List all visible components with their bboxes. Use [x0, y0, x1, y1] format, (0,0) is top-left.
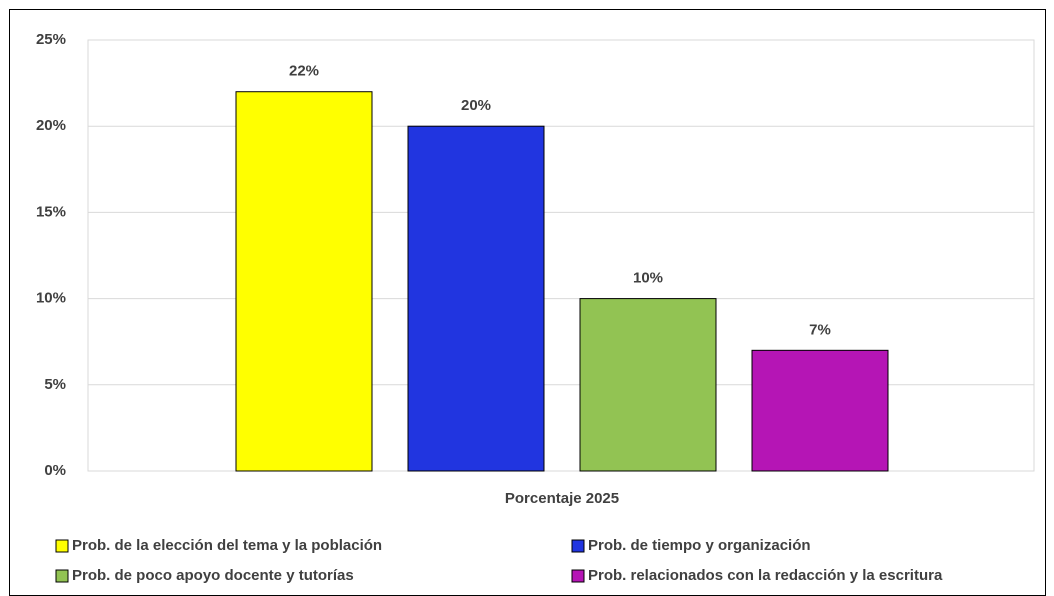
y-tick-label: 5%: [44, 376, 66, 393]
bar: [751, 349, 889, 472]
legend-swatch: [571, 539, 585, 553]
y-tick-label: 25%: [36, 31, 66, 48]
y-tick-label: 0%: [44, 462, 66, 479]
legend-label: Prob. de poco apoyo docente y tutorías: [72, 567, 354, 584]
y-tick-label: 10%: [36, 290, 66, 307]
legend-swatch: [571, 569, 585, 583]
legend-swatch: [55, 569, 69, 583]
data-label: 7%: [809, 321, 831, 338]
legend-label: Prob. de tiempo y organización: [588, 537, 811, 554]
plot-area: [87, 39, 1035, 472]
bar: [579, 298, 717, 472]
x-tick-label: Porcentaje 2025: [505, 490, 619, 507]
data-label: 20%: [461, 97, 491, 114]
y-tick-label: 20%: [36, 117, 66, 134]
y-tick-label: 15%: [36, 203, 66, 220]
data-label: 22%: [289, 63, 319, 80]
data-label: 10%: [633, 270, 663, 287]
legend-swatch: [55, 539, 69, 553]
legend-label: Prob. de la elección del tema y la pobla…: [72, 537, 382, 554]
bar: [407, 125, 545, 472]
bar: [235, 91, 373, 472]
legend-label: Prob. relacionados con la redacción y la…: [588, 567, 943, 584]
